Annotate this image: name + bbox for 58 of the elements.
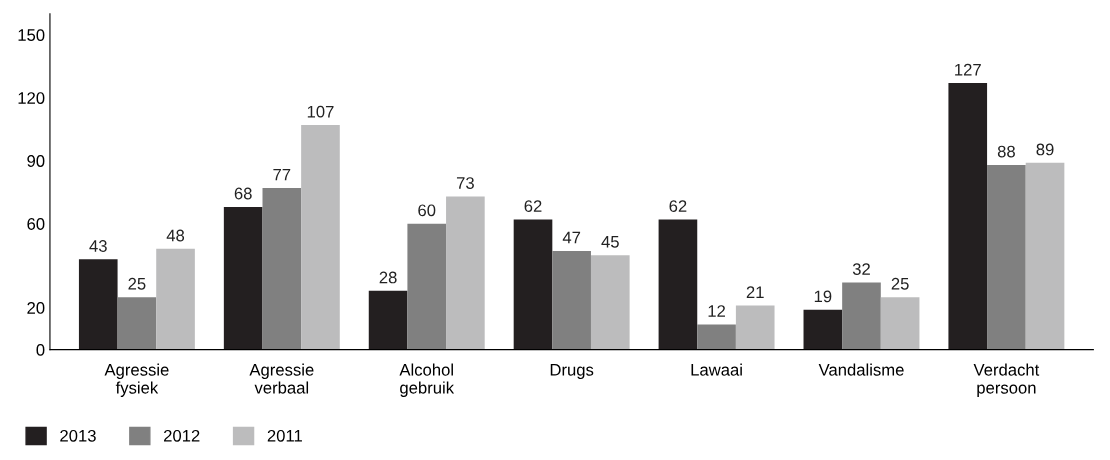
bar <box>880 297 920 350</box>
bar <box>842 282 881 350</box>
x-tick-label: Vandalisme <box>818 363 904 376</box>
data-label: 12 <box>708 305 725 317</box>
bar <box>803 309 843 350</box>
data-label: 77 <box>273 168 291 181</box>
data-label: 45 <box>601 236 619 248</box>
bar <box>407 223 447 350</box>
legend-label: 2013 <box>60 429 96 442</box>
bar <box>590 255 630 350</box>
data-label: 28 <box>379 271 397 284</box>
x-tick-label: Agressie fysiek <box>104 363 169 397</box>
data-label: 127 <box>955 63 981 76</box>
x-tick-label: Verdacht persoon <box>973 363 1040 397</box>
x-tick-label: Drugs <box>550 364 594 380</box>
data-label: 32 <box>852 263 870 275</box>
data-label: 47 <box>562 231 581 244</box>
y-tick-label: 150 <box>18 29 45 41</box>
bar <box>78 259 118 350</box>
data-label: 62 <box>524 200 542 213</box>
bar <box>156 248 195 350</box>
bar <box>697 324 736 350</box>
data-label: 25 <box>128 277 146 290</box>
y-tick-label: 90 <box>27 155 45 167</box>
legend-label: 2011 <box>267 429 302 442</box>
data-label: 73 <box>456 177 474 189</box>
legend-label: 2012 <box>164 429 200 442</box>
y-tick-label: 120 <box>18 92 45 104</box>
data-label: 60 <box>418 204 436 217</box>
bar <box>301 125 340 350</box>
bar <box>948 83 988 350</box>
y-tick-label: 0 <box>36 344 45 356</box>
bar <box>368 290 408 350</box>
data-label: 48 <box>166 229 185 242</box>
data-label: 107 <box>307 105 334 118</box>
x-tick-label: Agressie verbaal <box>249 363 314 394</box>
data-label: 88 <box>997 145 1015 158</box>
data-label: 43 <box>89 240 107 252</box>
y-tick-label: 60 <box>27 218 45 230</box>
x-tick-label: Lawaai <box>691 363 742 376</box>
bar <box>552 250 591 350</box>
bar <box>117 297 157 350</box>
bar <box>513 219 553 350</box>
bar <box>658 219 698 350</box>
bar <box>1025 162 1065 350</box>
data-label: 21 <box>746 286 764 298</box>
bar <box>735 305 775 350</box>
bar <box>223 206 263 350</box>
bar <box>987 164 1026 350</box>
data-label: 89 <box>1036 143 1054 156</box>
bar <box>446 196 485 350</box>
data-label: 62 <box>669 200 687 213</box>
data-label: 25 <box>891 277 909 290</box>
y-tick-label: 20 <box>27 302 45 314</box>
x-tick-label: Alcohol gebruik <box>399 363 455 397</box>
data-label: 19 <box>814 290 832 303</box>
data-label: 68 <box>234 187 252 200</box>
bar <box>262 188 302 350</box>
